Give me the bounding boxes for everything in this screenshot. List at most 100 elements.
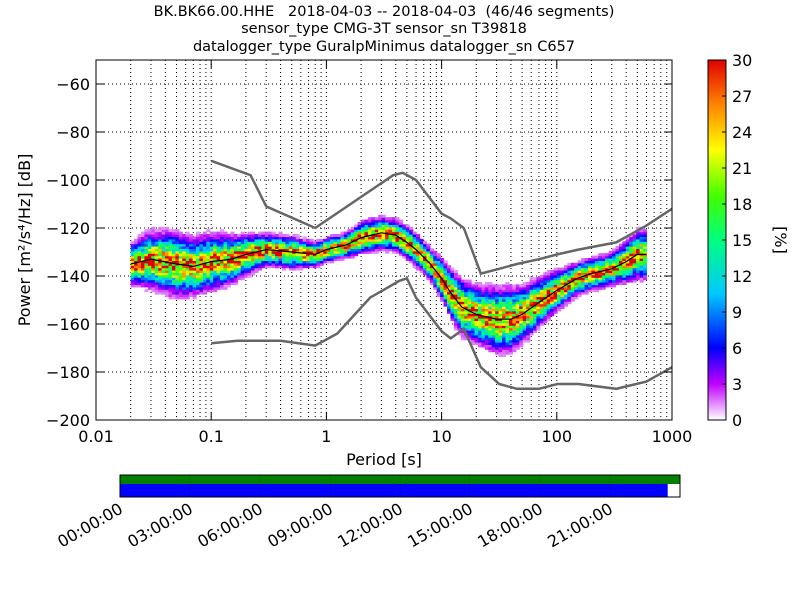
- density-cell: [292, 253, 297, 257]
- density-cell: [450, 289, 455, 293]
- density-cell: [175, 291, 180, 295]
- density-cell: [288, 243, 293, 247]
- density-cell: [216, 270, 221, 273]
- density-cell: [326, 241, 331, 245]
- density-cell: [622, 243, 627, 247]
- density-cell: [481, 313, 486, 317]
- density-cell: [450, 308, 455, 312]
- density-cell: [505, 291, 510, 295]
- density-cell: [584, 277, 589, 281]
- density-cell: [536, 289, 541, 293]
- colorbar-tick-label: 18: [732, 195, 752, 214]
- density-cell: [436, 258, 441, 261]
- density-cell: [447, 298, 452, 302]
- density-cell: [185, 272, 190, 276]
- density-cell: [550, 306, 555, 309]
- density-cell: [151, 270, 156, 273]
- density-cell: [574, 282, 579, 285]
- density-cell: [570, 282, 575, 285]
- density-cell: [182, 246, 187, 249]
- density-cell: [371, 250, 376, 254]
- density-cell: [319, 255, 324, 259]
- density-cell: [622, 265, 627, 269]
- density-cell: [216, 282, 221, 285]
- density-cell: [134, 274, 139, 278]
- density-cell: [196, 234, 201, 237]
- density-cell: [347, 238, 352, 242]
- density-cell: [367, 229, 372, 233]
- density-cell: [471, 303, 476, 307]
- density-cell: [629, 248, 634, 252]
- density-cell: [374, 236, 379, 240]
- density-cell: [412, 231, 417, 235]
- density-cell: [278, 236, 283, 240]
- density-cell: [168, 296, 173, 300]
- density-cell: [140, 246, 146, 249]
- density-cell: [416, 238, 421, 242]
- density-cell: [577, 274, 582, 278]
- density-cell: [639, 243, 644, 247]
- density-cell: [477, 310, 482, 314]
- density-cell: [453, 277, 458, 281]
- density-cell: [498, 339, 503, 343]
- density-cell: [343, 231, 348, 235]
- colorbar-label: [%]: [771, 226, 790, 254]
- density-cell: [247, 258, 252, 261]
- density-cell: [137, 241, 142, 245]
- density-cell: [281, 243, 287, 247]
- density-cell: [474, 291, 479, 295]
- density-cell: [158, 241, 163, 245]
- density-cell: [192, 282, 197, 285]
- density-cell: [591, 289, 596, 293]
- density-cell: [285, 246, 290, 249]
- density-cell: [464, 320, 469, 324]
- density-cell: [295, 267, 300, 271]
- density-cell: [398, 224, 403, 228]
- density-cell: [484, 313, 489, 317]
- density-cell: [154, 246, 159, 249]
- density-cell: [220, 265, 225, 269]
- density-cell: [226, 274, 231, 278]
- density-cell: [330, 238, 335, 242]
- density-cell: [553, 284, 558, 288]
- density-cell: [522, 284, 527, 288]
- density-cell: [419, 260, 424, 264]
- density-cell: [474, 306, 479, 309]
- density-cell: [257, 236, 262, 240]
- density-cell: [213, 238, 218, 242]
- density-cell: [185, 296, 190, 300]
- density-cell: [371, 238, 376, 242]
- density-cell: [140, 267, 146, 271]
- density-cell: [557, 294, 562, 297]
- density-cell: [539, 282, 544, 285]
- density-cell: [378, 222, 383, 225]
- density-cell: [450, 284, 455, 288]
- density-cell: [261, 250, 266, 254]
- density-cell: [543, 274, 548, 278]
- density-cell: [412, 236, 417, 240]
- density-cell: [343, 253, 348, 257]
- density-cell: [440, 289, 445, 293]
- density-cell: [175, 236, 180, 240]
- density-cell: [385, 236, 390, 240]
- density-cell: [471, 313, 476, 317]
- density-cell: [223, 274, 228, 278]
- density-cell: [471, 315, 476, 319]
- density-cell: [612, 274, 617, 278]
- density-cell: [460, 337, 465, 341]
- density-cell: [199, 272, 204, 276]
- density-cell: [508, 322, 513, 326]
- density-cell: [199, 282, 204, 285]
- density-cell: [140, 243, 146, 247]
- density-cell: [154, 267, 159, 271]
- density-cell: [306, 238, 311, 242]
- density-cell: [354, 248, 359, 252]
- density-cell: [522, 298, 527, 302]
- density-cell: [529, 320, 534, 324]
- density-cell: [512, 301, 517, 305]
- density-cell: [416, 255, 421, 259]
- density-cell: [567, 291, 572, 295]
- density-cell: [165, 231, 170, 235]
- density-cell: [299, 246, 304, 249]
- density-cell: [632, 270, 637, 273]
